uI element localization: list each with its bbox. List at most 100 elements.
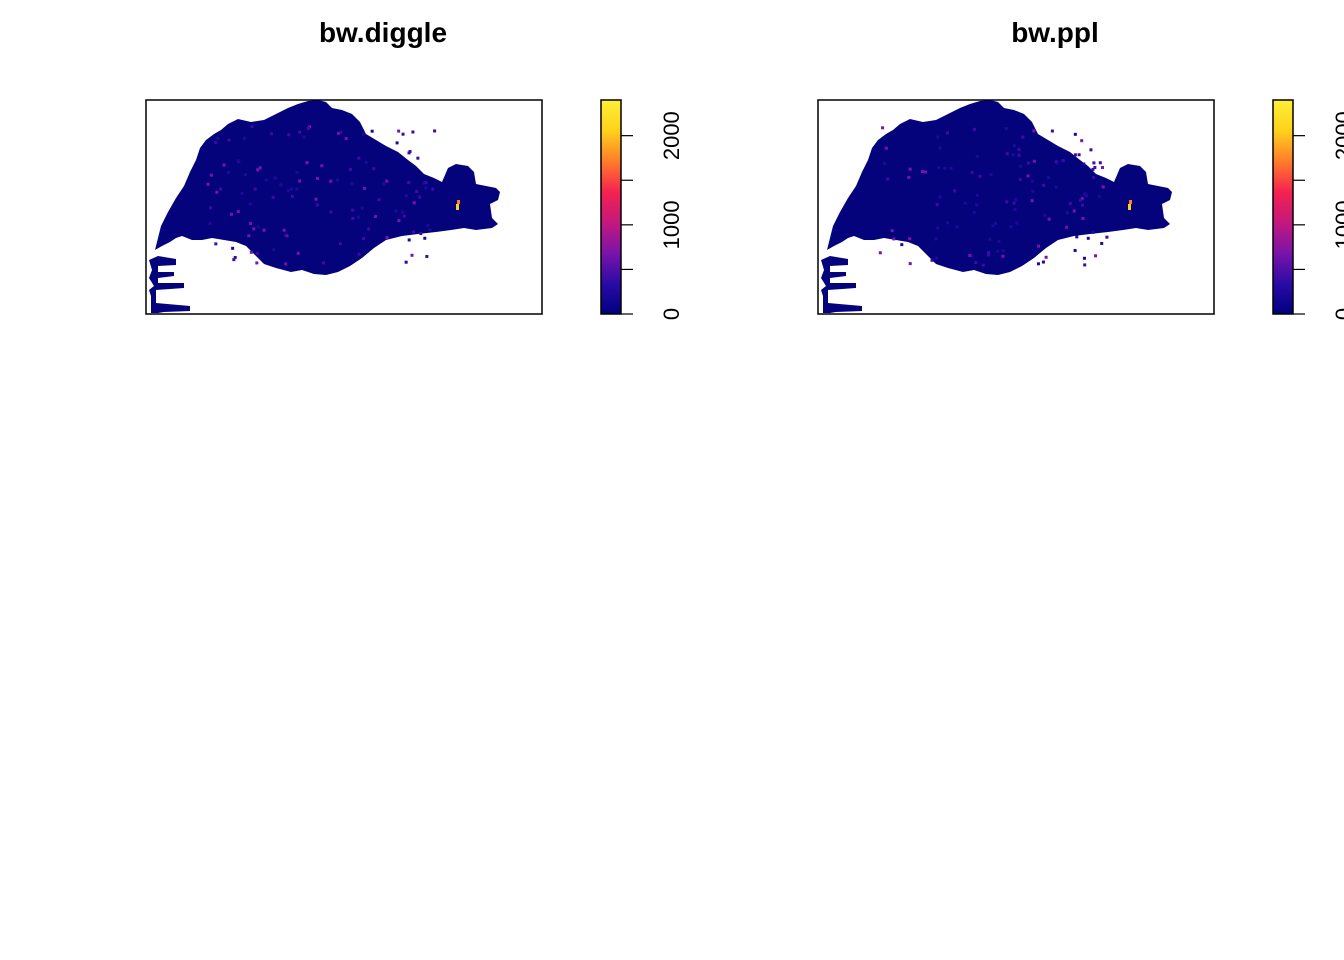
- density-cell: [361, 207, 364, 210]
- density-cell: [228, 139, 231, 142]
- density-cell: [320, 164, 323, 167]
- density-cell: [1019, 178, 1022, 181]
- density-cell: [1012, 153, 1015, 156]
- density-cell: [237, 159, 240, 162]
- density-cell: [237, 210, 240, 213]
- density-cell: [425, 255, 428, 258]
- density-cell: [1089, 148, 1092, 151]
- panel-title: bw.diggle: [319, 17, 447, 48]
- density-cell: [272, 248, 275, 251]
- colorbar-tick-label: 1000: [659, 200, 684, 249]
- colorbar-tick-label: 0: [659, 308, 684, 320]
- density-cell: [214, 141, 217, 144]
- density-cell: [909, 262, 912, 265]
- density-cell: [950, 167, 953, 170]
- density-cell: [1031, 199, 1034, 202]
- density-cell: [365, 161, 368, 164]
- density-cell: [223, 164, 226, 167]
- density-cell: [255, 261, 258, 264]
- density-cell: [1042, 184, 1045, 187]
- density-cell: [909, 168, 912, 171]
- density-cell: [386, 236, 389, 239]
- density-cell: [257, 225, 260, 228]
- density-cell: [1083, 192, 1086, 195]
- density-cell: [1026, 174, 1029, 177]
- colorbar-tick-label: 1000: [1331, 200, 1344, 249]
- density-cell: [413, 201, 416, 204]
- density-cell: [907, 176, 910, 179]
- density-cell: [249, 222, 252, 225]
- density-cell: [1051, 130, 1054, 133]
- density-cell: [879, 251, 882, 254]
- density-region-west: [149, 256, 190, 313]
- density-cell: [936, 136, 939, 139]
- density-cell: [931, 259, 934, 262]
- density-cell: [402, 133, 405, 136]
- density-cell: [411, 131, 414, 134]
- density-cell: [316, 203, 319, 206]
- density-cell: [227, 171, 230, 174]
- density-cell: [1013, 202, 1016, 205]
- density-cell: [371, 130, 374, 133]
- density-cell: [982, 264, 985, 267]
- density-cell: [1037, 245, 1040, 248]
- density-cell: [336, 178, 339, 181]
- density-cell: [979, 175, 982, 178]
- density-cell: [385, 180, 388, 183]
- colorbar: 0 1000 2000: [601, 100, 684, 320]
- density-cell: [1078, 153, 1081, 156]
- density-region-west: [821, 256, 862, 313]
- density-cell: [295, 187, 298, 190]
- density-cell: [316, 177, 319, 180]
- density-cell: [351, 217, 354, 220]
- density-cell: [372, 167, 375, 170]
- density-cell: [1009, 225, 1012, 228]
- colorbar: 0 1000 2000: [1273, 100, 1344, 320]
- density-cell: [938, 146, 941, 149]
- density-cell: [1014, 198, 1017, 201]
- density-cell: [296, 171, 299, 174]
- density-cell: [946, 221, 949, 224]
- density-cell: [340, 131, 343, 134]
- density-cell: [1074, 133, 1077, 136]
- density-cell: [367, 228, 370, 231]
- density-cell: [1066, 211, 1069, 214]
- density-cell: [423, 237, 426, 240]
- density-cell: [251, 125, 254, 128]
- density-cell: [1015, 222, 1018, 225]
- density-cell: [1065, 226, 1068, 229]
- density-cell: [1018, 154, 1021, 157]
- density-cell: [351, 209, 354, 212]
- density-cell: [291, 195, 294, 198]
- density-cell: [339, 242, 342, 245]
- density-cell: [1102, 185, 1105, 188]
- density-cell: [1033, 160, 1036, 163]
- density-cell: [939, 195, 942, 198]
- density-cell: [358, 253, 361, 256]
- density-cell: [1055, 160, 1058, 163]
- density-cell: [991, 224, 994, 227]
- density-cell: [345, 137, 348, 140]
- density-cell: [431, 188, 434, 191]
- density-cell: [1062, 159, 1065, 162]
- density-cell: [407, 181, 410, 184]
- density-cell: [209, 206, 212, 209]
- density-cell: [1043, 214, 1046, 217]
- density-cell: [298, 180, 301, 183]
- density-cell: [405, 261, 408, 264]
- density-cell: [937, 166, 940, 169]
- density-hotspot: [457, 200, 460, 204]
- density-cell: [976, 194, 979, 197]
- density-cell: [425, 186, 428, 189]
- density-cell: [1100, 242, 1103, 245]
- density-cell: [997, 240, 1000, 243]
- density-cell: [408, 238, 411, 241]
- density-cell: [1091, 168, 1094, 171]
- density-cell: [250, 251, 253, 254]
- density-cell: [1082, 163, 1085, 166]
- density-cell: [208, 222, 211, 225]
- density-cell: [329, 211, 332, 214]
- density-cell: [964, 202, 967, 205]
- density-cell: [1094, 254, 1097, 257]
